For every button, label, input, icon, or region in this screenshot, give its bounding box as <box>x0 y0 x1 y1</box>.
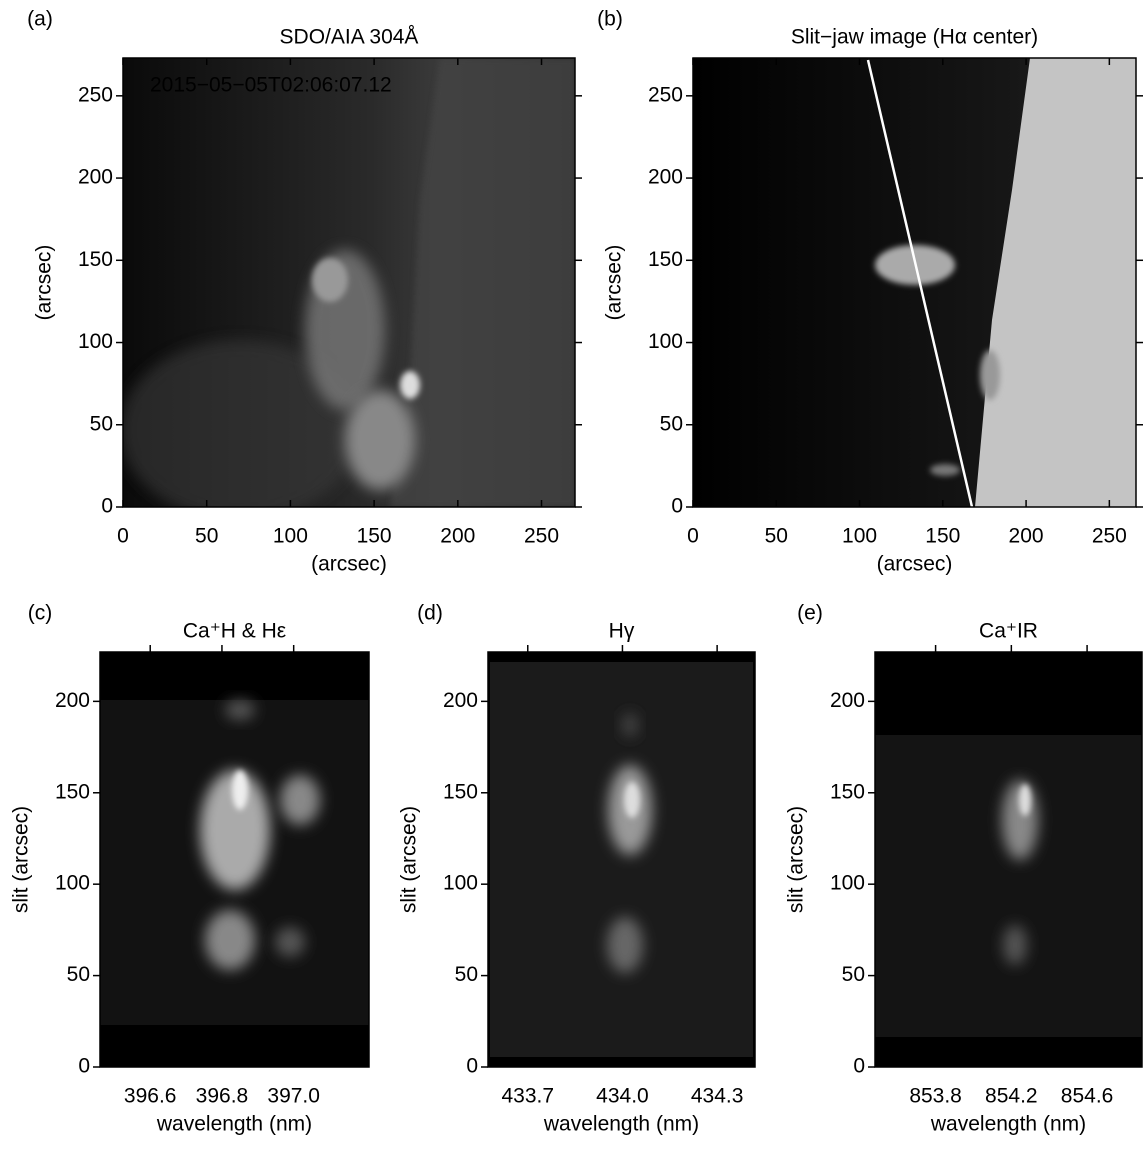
y-tick-label: 100 <box>648 330 683 353</box>
y-tick-label: 100 <box>830 872 865 895</box>
x-tick-label: 433.7 <box>501 1085 554 1108</box>
x-tick-label: 250 <box>524 525 559 548</box>
panel-title: Ca⁺H & Hε <box>183 620 286 643</box>
x-tick-label: 853.8 <box>909 1085 962 1108</box>
x-tick-label: 434.3 <box>691 1085 744 1108</box>
y-axis-label: (arcsec) <box>603 245 626 321</box>
y-tick-label: 200 <box>830 689 865 712</box>
y-axis-label: slit (arcsec) <box>10 806 33 913</box>
y-tick-label: 50 <box>67 963 90 986</box>
y-tick-label: 100 <box>443 872 478 895</box>
y-tick-label: 0 <box>853 1055 865 1078</box>
y-tick-label: 250 <box>648 83 683 106</box>
panel-label: (a) <box>27 8 53 31</box>
x-tick-label: 150 <box>357 525 392 548</box>
y-axis-label: (arcsec) <box>33 245 56 321</box>
y-tick-label: 50 <box>90 412 113 435</box>
panel-title: Hγ <box>609 620 635 643</box>
y-tick-label: 100 <box>55 872 90 895</box>
x-tick-label: 100 <box>842 525 877 548</box>
x-tick-label: 250 <box>1092 525 1127 548</box>
y-tick-label: 200 <box>78 166 113 189</box>
y-tick-label: 0 <box>671 495 683 518</box>
y-tick-label: 200 <box>55 689 90 712</box>
x-axis-label: (arcsec) <box>877 553 953 576</box>
y-tick-label: 100 <box>78 330 113 353</box>
panel-label: (b) <box>597 8 623 31</box>
y-tick-label: 150 <box>55 780 90 803</box>
x-tick-label: 396.8 <box>196 1085 249 1108</box>
panel-title: SDO/AIA 304Å <box>280 26 419 49</box>
y-tick-label: 50 <box>660 412 683 435</box>
image-a <box>120 58 575 520</box>
panel-label: (d) <box>417 602 443 625</box>
x-tick-label: 100 <box>273 525 308 548</box>
timestamp: 2015−05−05T02:06:07.12 <box>150 74 392 97</box>
x-tick-label: 150 <box>925 525 960 548</box>
x-tick-label: 50 <box>195 525 218 548</box>
y-axis-label: slit (arcsec) <box>785 806 808 913</box>
x-axis-label: wavelength (nm) <box>930 1113 1086 1136</box>
y-tick-label: 0 <box>466 1055 478 1078</box>
x-tick-label: 854.6 <box>1061 1085 1114 1108</box>
image-c <box>100 652 369 1067</box>
panel-label: (e) <box>797 602 823 625</box>
y-tick-label: 200 <box>443 689 478 712</box>
x-tick-label: 854.2 <box>985 1085 1038 1108</box>
x-tick-label: 434.0 <box>596 1085 649 1108</box>
figure: (a) SDO/AIA 304Å (arcsec) (arcsec) 2015−05−0… <box>0 0 1148 1146</box>
y-tick-label: 250 <box>78 83 113 106</box>
image-d <box>488 652 755 1067</box>
x-tick-label: 0 <box>687 525 699 548</box>
x-axis-label: (arcsec) <box>311 553 387 576</box>
x-axis-label: wavelength (nm) <box>543 1113 699 1136</box>
y-tick-label: 50 <box>455 963 478 986</box>
x-axis-label: wavelength (nm) <box>156 1113 312 1136</box>
y-tick-label: 150 <box>443 780 478 803</box>
x-tick-label: 50 <box>765 525 788 548</box>
panel-title: Slit−jaw image (Hα center) <box>791 26 1038 49</box>
x-tick-label: 200 <box>440 525 475 548</box>
y-tick-label: 150 <box>648 248 683 271</box>
panel-label: (c) <box>28 602 53 625</box>
x-tick-label: 396.6 <box>124 1085 177 1108</box>
image-e <box>875 652 1142 1067</box>
y-tick-label: 150 <box>830 780 865 803</box>
image-b <box>693 58 1136 507</box>
y-tick-label: 150 <box>78 248 113 271</box>
y-tick-label: 0 <box>78 1055 90 1078</box>
y-tick-label: 0 <box>101 495 113 518</box>
x-tick-label: 397.0 <box>267 1085 320 1108</box>
y-axis-label: slit (arcsec) <box>398 806 421 913</box>
y-tick-label: 50 <box>842 963 865 986</box>
x-tick-label: 0 <box>117 525 129 548</box>
y-tick-label: 200 <box>648 166 683 189</box>
x-tick-label: 200 <box>1009 525 1044 548</box>
panel-title: Ca⁺IR <box>979 620 1038 643</box>
